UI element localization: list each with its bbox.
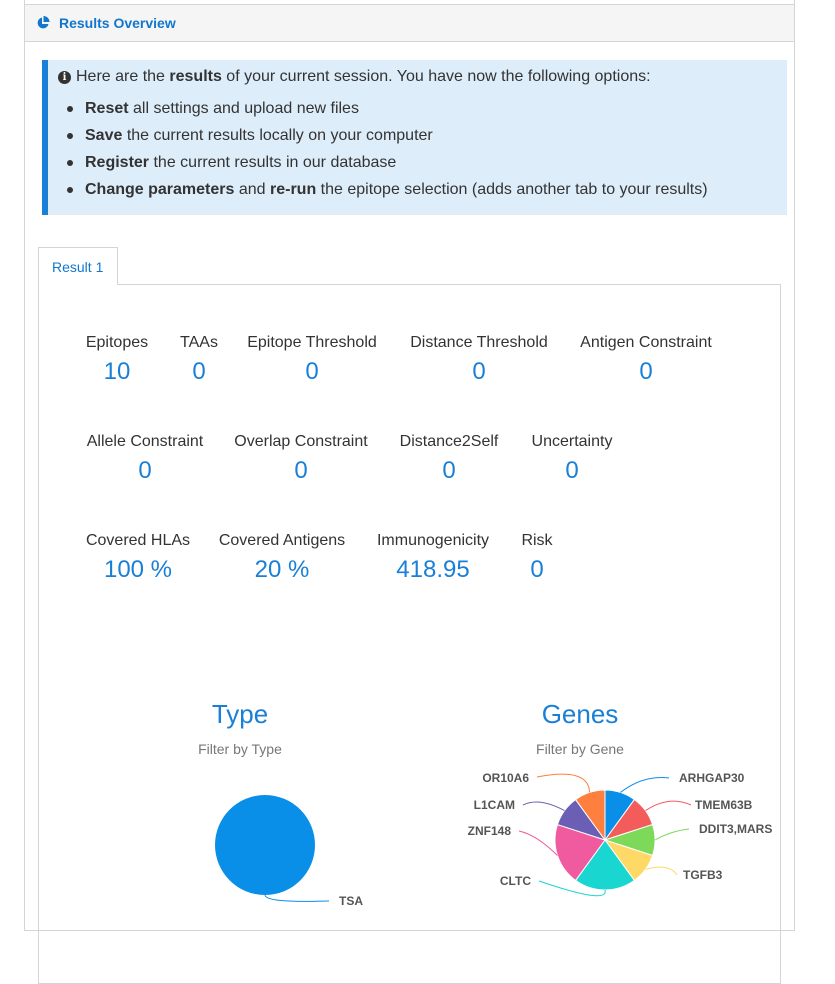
pie-connector — [645, 866, 678, 876]
option-save: Save the current results locally on your… — [58, 122, 708, 149]
stat-taas: TAAs 0 — [179, 334, 219, 386]
stat-label: Risk — [521, 532, 553, 549]
option-register: Register the current results in our data… — [58, 149, 708, 176]
stat-label: Antigen Constraint — [580, 334, 712, 351]
intro-text: Here are the — [76, 68, 170, 85]
stat-epitopes: Epitopes 10 — [85, 334, 149, 386]
pie-slice-cltc[interactable] — [574, 839, 636, 891]
stat-value: 0 — [530, 556, 544, 583]
option-text: the epitope selection (adds another tab … — [316, 181, 708, 198]
stat-antigen-constraint: Antigen Constraint 0 — [578, 334, 714, 386]
tab-content: Epitopes 10 TAAs 0 Epitope Threshold 0 D… — [38, 284, 781, 984]
stat-distance2self: Distance2Self 0 — [399, 433, 499, 485]
pie-label: OR10A6 — [482, 771, 529, 785]
pie-connector — [518, 830, 558, 856]
stat-label: Immunogenicity — [376, 532, 490, 549]
option-bold: Change parameters — [85, 181, 235, 198]
stat-allele-constraint: Allele Constraint 0 — [85, 433, 205, 485]
stat-label: Allele Constraint — [86, 433, 204, 450]
results-overview-panel: Results Overview i Here are the results o… — [24, 0, 795, 984]
option-text: and — [234, 181, 270, 198]
stat-label: Distance Threshold — [410, 334, 548, 351]
option-text: the current results in our database — [149, 154, 397, 171]
pie-connector — [538, 880, 606, 897]
pie-connector — [620, 777, 670, 793]
option-bold: Save — [85, 127, 123, 144]
stat-value: 0 — [442, 457, 456, 484]
genes-chart-subtitle: Filter by Gene — [536, 741, 624, 757]
stat-value: 0 — [192, 358, 206, 385]
pie-label: TGFB3 — [683, 868, 723, 882]
stat-value: 0 — [565, 457, 579, 484]
stat-immunogenicity: Immunogenicity 418.95 — [374, 532, 492, 584]
pie-label: CLTC — [500, 874, 531, 888]
panel-header[interactable]: Results Overview — [25, 4, 794, 42]
info-alert: i Here are the results of your current se… — [42, 60, 787, 215]
info-circle-icon: i — [58, 71, 71, 84]
stat-value: 100 % — [103, 556, 173, 583]
pie-slice-tsa[interactable] — [215, 795, 315, 895]
pie-label: ARHGAP30 — [679, 771, 745, 785]
intro-bold: results — [169, 68, 222, 85]
genes-pie-chart[interactable]: ARHGAP30 TMEM63B DDIT3,MARS TGFB3 CLTC ZNF148… — [419, 755, 781, 955]
intro-text-end: of your current session. You have now th… — [221, 68, 651, 85]
stat-label: Covered Antigens — [218, 532, 346, 549]
pie-connector — [654, 828, 690, 841]
stat-label: Covered HLAs — [85, 532, 191, 549]
type-pie-chart[interactable]: TSA — [139, 755, 379, 955]
option-change-parameters: Change parameters and re-run the epitope… — [58, 176, 708, 203]
stat-value: 10 — [103, 358, 131, 385]
stat-distance-threshold: Distance Threshold 0 — [408, 334, 550, 386]
pie-label: L1CAM — [474, 798, 515, 812]
type-chart-title: Type — [211, 699, 269, 729]
option-reset: Reset all settings and upload new files — [58, 95, 708, 122]
stat-uncertainty: Uncertainty 0 — [528, 433, 616, 485]
stat-label: Distance2Self — [399, 433, 499, 450]
stat-covered-hlas: Covered HLAs 100 % — [85, 532, 191, 584]
stat-value: 418.95 — [396, 556, 470, 583]
stat-risk: Risk 0 — [519, 532, 555, 584]
stat-value: 0 — [472, 358, 486, 385]
stat-label: Overlap Constraint — [234, 433, 368, 450]
stat-label: Uncertainty — [531, 433, 613, 450]
option-text: all settings and upload new files — [128, 100, 359, 117]
pie-connector — [645, 800, 692, 812]
option-bold: Register — [85, 154, 150, 171]
pie-slice-znf148[interactable] — [554, 823, 606, 882]
stat-label: Epitope Threshold — [247, 334, 377, 351]
stat-value: 20 % — [254, 556, 310, 583]
genes-chart-title: Genes — [541, 699, 619, 729]
pie-label: TSA — [339, 894, 363, 908]
results-tabs: Result 1 Epitopes 10 TAAs 0 Epitope Thre… — [38, 247, 781, 984]
pie-label: DDIT3,MARS — [699, 822, 772, 836]
stat-value: 0 — [305, 358, 319, 385]
pie-slice-or10a6[interactable] — [574, 789, 606, 842]
panel-title: Results Overview — [59, 15, 176, 31]
pie-connector — [264, 894, 330, 902]
tab-result-1[interactable]: Result 1 — [38, 247, 118, 285]
stat-value: 0 — [138, 457, 152, 484]
stat-label: TAAs — [180, 334, 218, 351]
options-list: Reset all settings and upload new files … — [58, 95, 708, 203]
pie-connector — [522, 801, 565, 812]
tab-label: Result 1 — [52, 259, 104, 275]
pie-label: ZNF148 — [468, 824, 512, 838]
info-intro: i Here are the results of your current se… — [58, 68, 651, 86]
option-bold: re-run — [269, 181, 317, 198]
pie-label: TMEM63B — [695, 798, 753, 812]
stat-epitope-threshold: Epitope Threshold 0 — [245, 334, 379, 386]
option-text: the current results locally on your comp… — [122, 127, 433, 144]
option-bold: Reset — [85, 100, 129, 117]
stat-value: 0 — [639, 358, 653, 385]
pie-chart-icon — [37, 16, 50, 29]
stat-value: 0 — [294, 457, 308, 484]
type-chart-subtitle: Filter by Type — [198, 741, 282, 757]
stat-overlap-constraint: Overlap Constraint 0 — [233, 433, 369, 485]
stat-label: Epitopes — [85, 334, 149, 351]
stat-covered-antigens: Covered Antigens 20 % — [217, 532, 347, 584]
pie-connector — [536, 773, 590, 793]
